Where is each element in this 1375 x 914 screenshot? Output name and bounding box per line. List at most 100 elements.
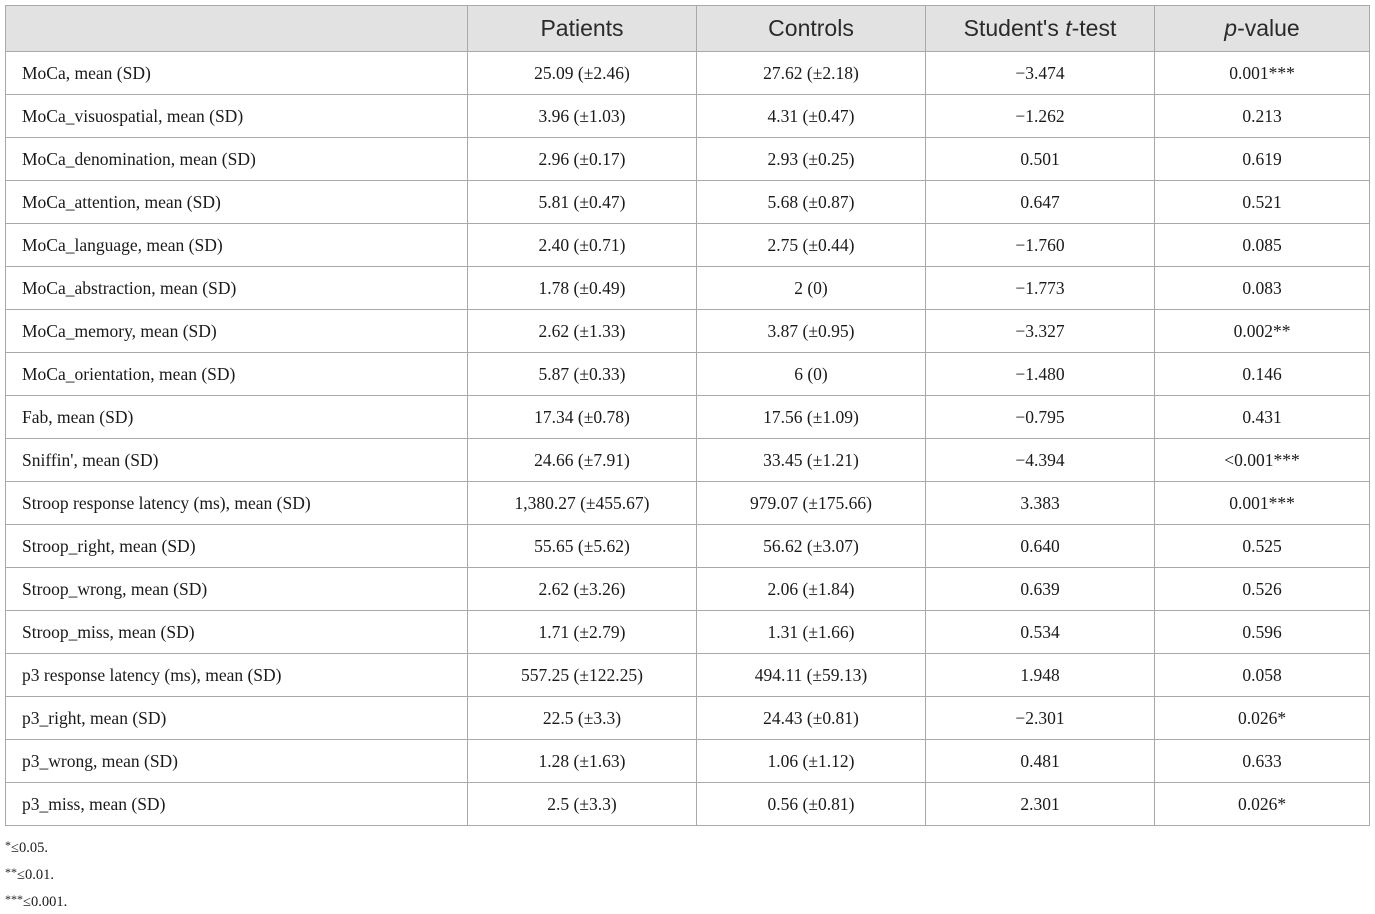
cell-controls: 24.43 (±0.81) (696, 696, 926, 740)
cell-controls: 56.62 (±3.07) (696, 524, 926, 568)
cell-p-value: 0.001*** (1154, 51, 1370, 95)
cell-patients: 5.81 (±0.47) (467, 180, 697, 224)
table-header: Patients Controls Student's t-test p-val… (5, 5, 1370, 52)
footnote-marker: * (5, 838, 11, 852)
cell-measure: p3_miss, mean (SD) (5, 782, 468, 826)
cell-measure: MoCa_memory, mean (SD) (5, 309, 468, 353)
cell-t-test: 0.481 (925, 739, 1155, 783)
cell-controls: 27.62 (±2.18) (696, 51, 926, 95)
cell-p-value: 0.002** (1154, 309, 1370, 353)
cell-measure: MoCa_denomination, mean (SD) (5, 137, 468, 181)
cell-measure: p3_right, mean (SD) (5, 696, 468, 740)
cell-patients: 557.25 (±122.25) (467, 653, 697, 697)
header-row: Patients Controls Student's t-test p-val… (5, 5, 1370, 52)
cell-patients: 5.87 (±0.33) (467, 352, 697, 396)
cell-controls: 5.68 (±0.87) (696, 180, 926, 224)
cell-patients: 2.96 (±0.17) (467, 137, 697, 181)
cell-controls: 17.56 (±1.09) (696, 395, 926, 439)
cell-patients: 2.62 (±1.33) (467, 309, 697, 353)
cell-t-test: 0.647 (925, 180, 1155, 224)
table-row: Stroop response latency (ms), mean (SD) 1… (5, 481, 1370, 525)
header-p-value: p-value (1154, 5, 1370, 52)
cell-patients: 1,380.27 (±455.67) (467, 481, 697, 525)
cell-t-test: −3.327 (925, 309, 1155, 353)
cell-controls: 979.07 (±175.66) (696, 481, 926, 525)
cell-t-test: 2.301 (925, 782, 1155, 826)
cell-patients: 22.5 (±3.3) (467, 696, 697, 740)
cell-t-test: 1.948 (925, 653, 1155, 697)
cell-controls: 0.56 (±0.81) (696, 782, 926, 826)
cell-controls: 1.06 (±1.12) (696, 739, 926, 783)
cell-measure: Sniffin', mean (SD) (5, 438, 468, 482)
cell-t-test: −1.760 (925, 223, 1155, 267)
cell-p-value: 0.001*** (1154, 481, 1370, 525)
cell-patients: 25.09 (±2.46) (467, 51, 697, 95)
footnote-marker: *** (5, 892, 23, 906)
cell-measure: MoCa, mean (SD) (5, 51, 468, 95)
cell-t-test: 3.383 (925, 481, 1155, 525)
cell-controls: 2 (0) (696, 266, 926, 310)
results-table: Patients Controls Student's t-test p-val… (5, 5, 1370, 826)
cell-p-value: 0.058 (1154, 653, 1370, 697)
table-body: MoCa, mean (SD) 25.09 (±2.46) 27.62 (±2.18… (5, 51, 1370, 826)
cell-controls: 2.93 (±0.25) (696, 137, 926, 181)
table-row: p3 response latency (ms), mean (SD) 557.2… (5, 653, 1370, 697)
cell-t-test: −3.474 (925, 51, 1155, 95)
cell-p-value: 0.619 (1154, 137, 1370, 181)
cell-t-test: 0.501 (925, 137, 1155, 181)
cell-controls: 1.31 (±1.66) (696, 610, 926, 654)
cell-p-value: 0.026* (1154, 696, 1370, 740)
cell-p-value: <0.001*** (1154, 438, 1370, 482)
table-row: Stroop_miss, mean (SD) 1.71 (±2.79) 1.31 (… (5, 610, 1370, 654)
cell-t-test: −1.480 (925, 352, 1155, 396)
cell-patients: 1.78 (±0.49) (467, 266, 697, 310)
cell-measure: Stroop_wrong, mean (SD) (5, 567, 468, 611)
cell-controls: 33.45 (±1.21) (696, 438, 926, 482)
header-patients: Patients (467, 5, 697, 52)
cell-measure: MoCa_attention, mean (SD) (5, 180, 468, 224)
header-variable (5, 5, 468, 52)
table-row: Stroop_wrong, mean (SD) 2.62 (±3.26) 2.06 … (5, 567, 1370, 611)
cell-t-test: 0.640 (925, 524, 1155, 568)
cell-patients: 2.5 (±3.3) (467, 782, 697, 826)
header-t-test-italic: t (1065, 15, 1072, 41)
cell-measure: MoCa_orientation, mean (SD) (5, 352, 468, 396)
cell-p-value: 0.526 (1154, 567, 1370, 611)
cell-p-value: 0.085 (1154, 223, 1370, 267)
cell-patients: 55.65 (±5.62) (467, 524, 697, 568)
cell-p-value: 0.213 (1154, 94, 1370, 138)
cell-measure: Fab, mean (SD) (5, 395, 468, 439)
cell-patients: 1.71 (±2.79) (467, 610, 697, 654)
cell-patients: 2.40 (±0.71) (467, 223, 697, 267)
footnote: **≤0.01. (5, 860, 67, 887)
cell-p-value: 0.596 (1154, 610, 1370, 654)
cell-measure: MoCa_abstraction, mean (SD) (5, 266, 468, 310)
table-row: p3_wrong, mean (SD) 1.28 (±1.63) 1.06 (±1.… (5, 739, 1370, 783)
cell-measure: MoCa_language, mean (SD) (5, 223, 468, 267)
cell-patients: 1.28 (±1.63) (467, 739, 697, 783)
table-row: Fab, mean (SD) 17.34 (±0.78) 17.56 (±1.09)… (5, 395, 1370, 439)
table-row: MoCa_visuospatial, mean (SD) 3.96 (±1.03)… (5, 94, 1370, 138)
table-row: Stroop_right, mean (SD) 55.65 (±5.62) 56.6… (5, 524, 1370, 568)
table-row: p3_right, mean (SD) 22.5 (±3.3) 24.43 (±0.… (5, 696, 1370, 740)
cell-t-test: −2.301 (925, 696, 1155, 740)
cell-patients: 2.62 (±3.26) (467, 567, 697, 611)
footnotes: *≤0.05. **≤0.01. ***≤0.001. (5, 833, 67, 914)
cell-measure: Stroop_miss, mean (SD) (5, 610, 468, 654)
footnote-text: ≤0.01. (17, 867, 54, 883)
footnote-marker: ** (5, 865, 17, 879)
table-row: MoCa, mean (SD) 25.09 (±2.46) 27.62 (±2.18… (5, 51, 1370, 95)
header-p-value-italic: p (1224, 15, 1238, 41)
header-p-value-suffix: -value (1237, 15, 1300, 41)
cell-patients: 3.96 (±1.03) (467, 94, 697, 138)
cell-measure: Stroop response latency (ms), mean (SD) (5, 481, 468, 525)
cell-t-test: −1.262 (925, 94, 1155, 138)
cell-controls: 3.87 (±0.95) (696, 309, 926, 353)
cell-p-value: 0.146 (1154, 352, 1370, 396)
table-row: MoCa_orientation, mean (SD) 5.87 (±0.33) 6… (5, 352, 1370, 396)
cell-controls: 2.75 (±0.44) (696, 223, 926, 267)
table-row: MoCa_denomination, mean (SD) 2.96 (±0.17)… (5, 137, 1370, 181)
header-t-test-suffix: -test (1071, 15, 1117, 41)
cell-p-value: 0.026* (1154, 782, 1370, 826)
header-t-test-prefix: Student's (963, 15, 1066, 41)
